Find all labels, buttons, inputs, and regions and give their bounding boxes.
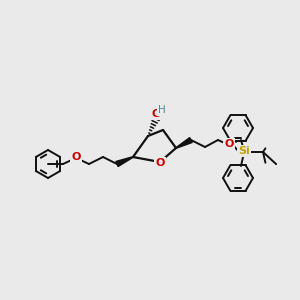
Text: H: H: [158, 105, 166, 115]
Text: ·: ·: [234, 137, 238, 151]
Text: O: O: [151, 109, 161, 119]
Text: O: O: [71, 152, 81, 162]
Text: Si: Si: [238, 146, 250, 156]
Text: O: O: [155, 158, 165, 168]
Polygon shape: [176, 138, 192, 148]
Text: O: O: [224, 139, 234, 149]
Polygon shape: [116, 157, 133, 166]
